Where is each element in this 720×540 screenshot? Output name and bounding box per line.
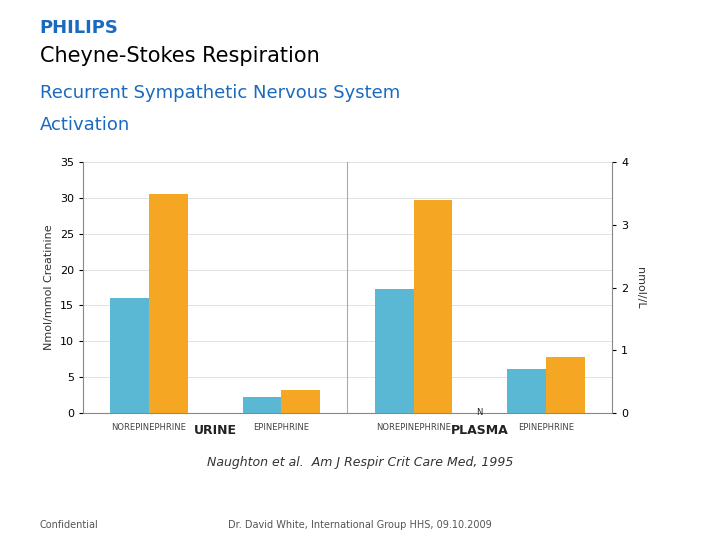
Text: Activation: Activation (40, 116, 130, 134)
Bar (375, 289, 413, 413)
Bar (413, 200, 452, 413)
Text: Confidential: Confidential (40, 520, 99, 530)
Text: Dr. David White, International Group HHS, 09.10.2009: Dr. David White, International Group HHS… (228, 520, 492, 530)
Text: Naughton et al.  Am J Respir Crit Care Med, 1995: Naughton et al. Am J Respir Crit Care Me… (207, 456, 513, 469)
Bar (546, 357, 585, 413)
Text: N: N (477, 408, 483, 417)
Text: Recurrent Sympathetic Nervous System: Recurrent Sympathetic Nervous System (40, 84, 400, 102)
Text: PHILIPS: PHILIPS (40, 19, 119, 37)
Text: URINE: URINE (194, 424, 237, 437)
Bar (149, 194, 188, 413)
Bar (282, 390, 320, 413)
Y-axis label: nmol//L: nmol//L (635, 267, 645, 308)
Bar (243, 397, 282, 413)
Text: PLASMA: PLASMA (451, 424, 508, 437)
Y-axis label: Nmol/mmol Creatinine: Nmol/mmol Creatinine (44, 225, 54, 350)
Bar (110, 298, 149, 413)
Bar (507, 369, 546, 413)
Text: Cheyne-Stokes Respiration: Cheyne-Stokes Respiration (40, 46, 320, 66)
